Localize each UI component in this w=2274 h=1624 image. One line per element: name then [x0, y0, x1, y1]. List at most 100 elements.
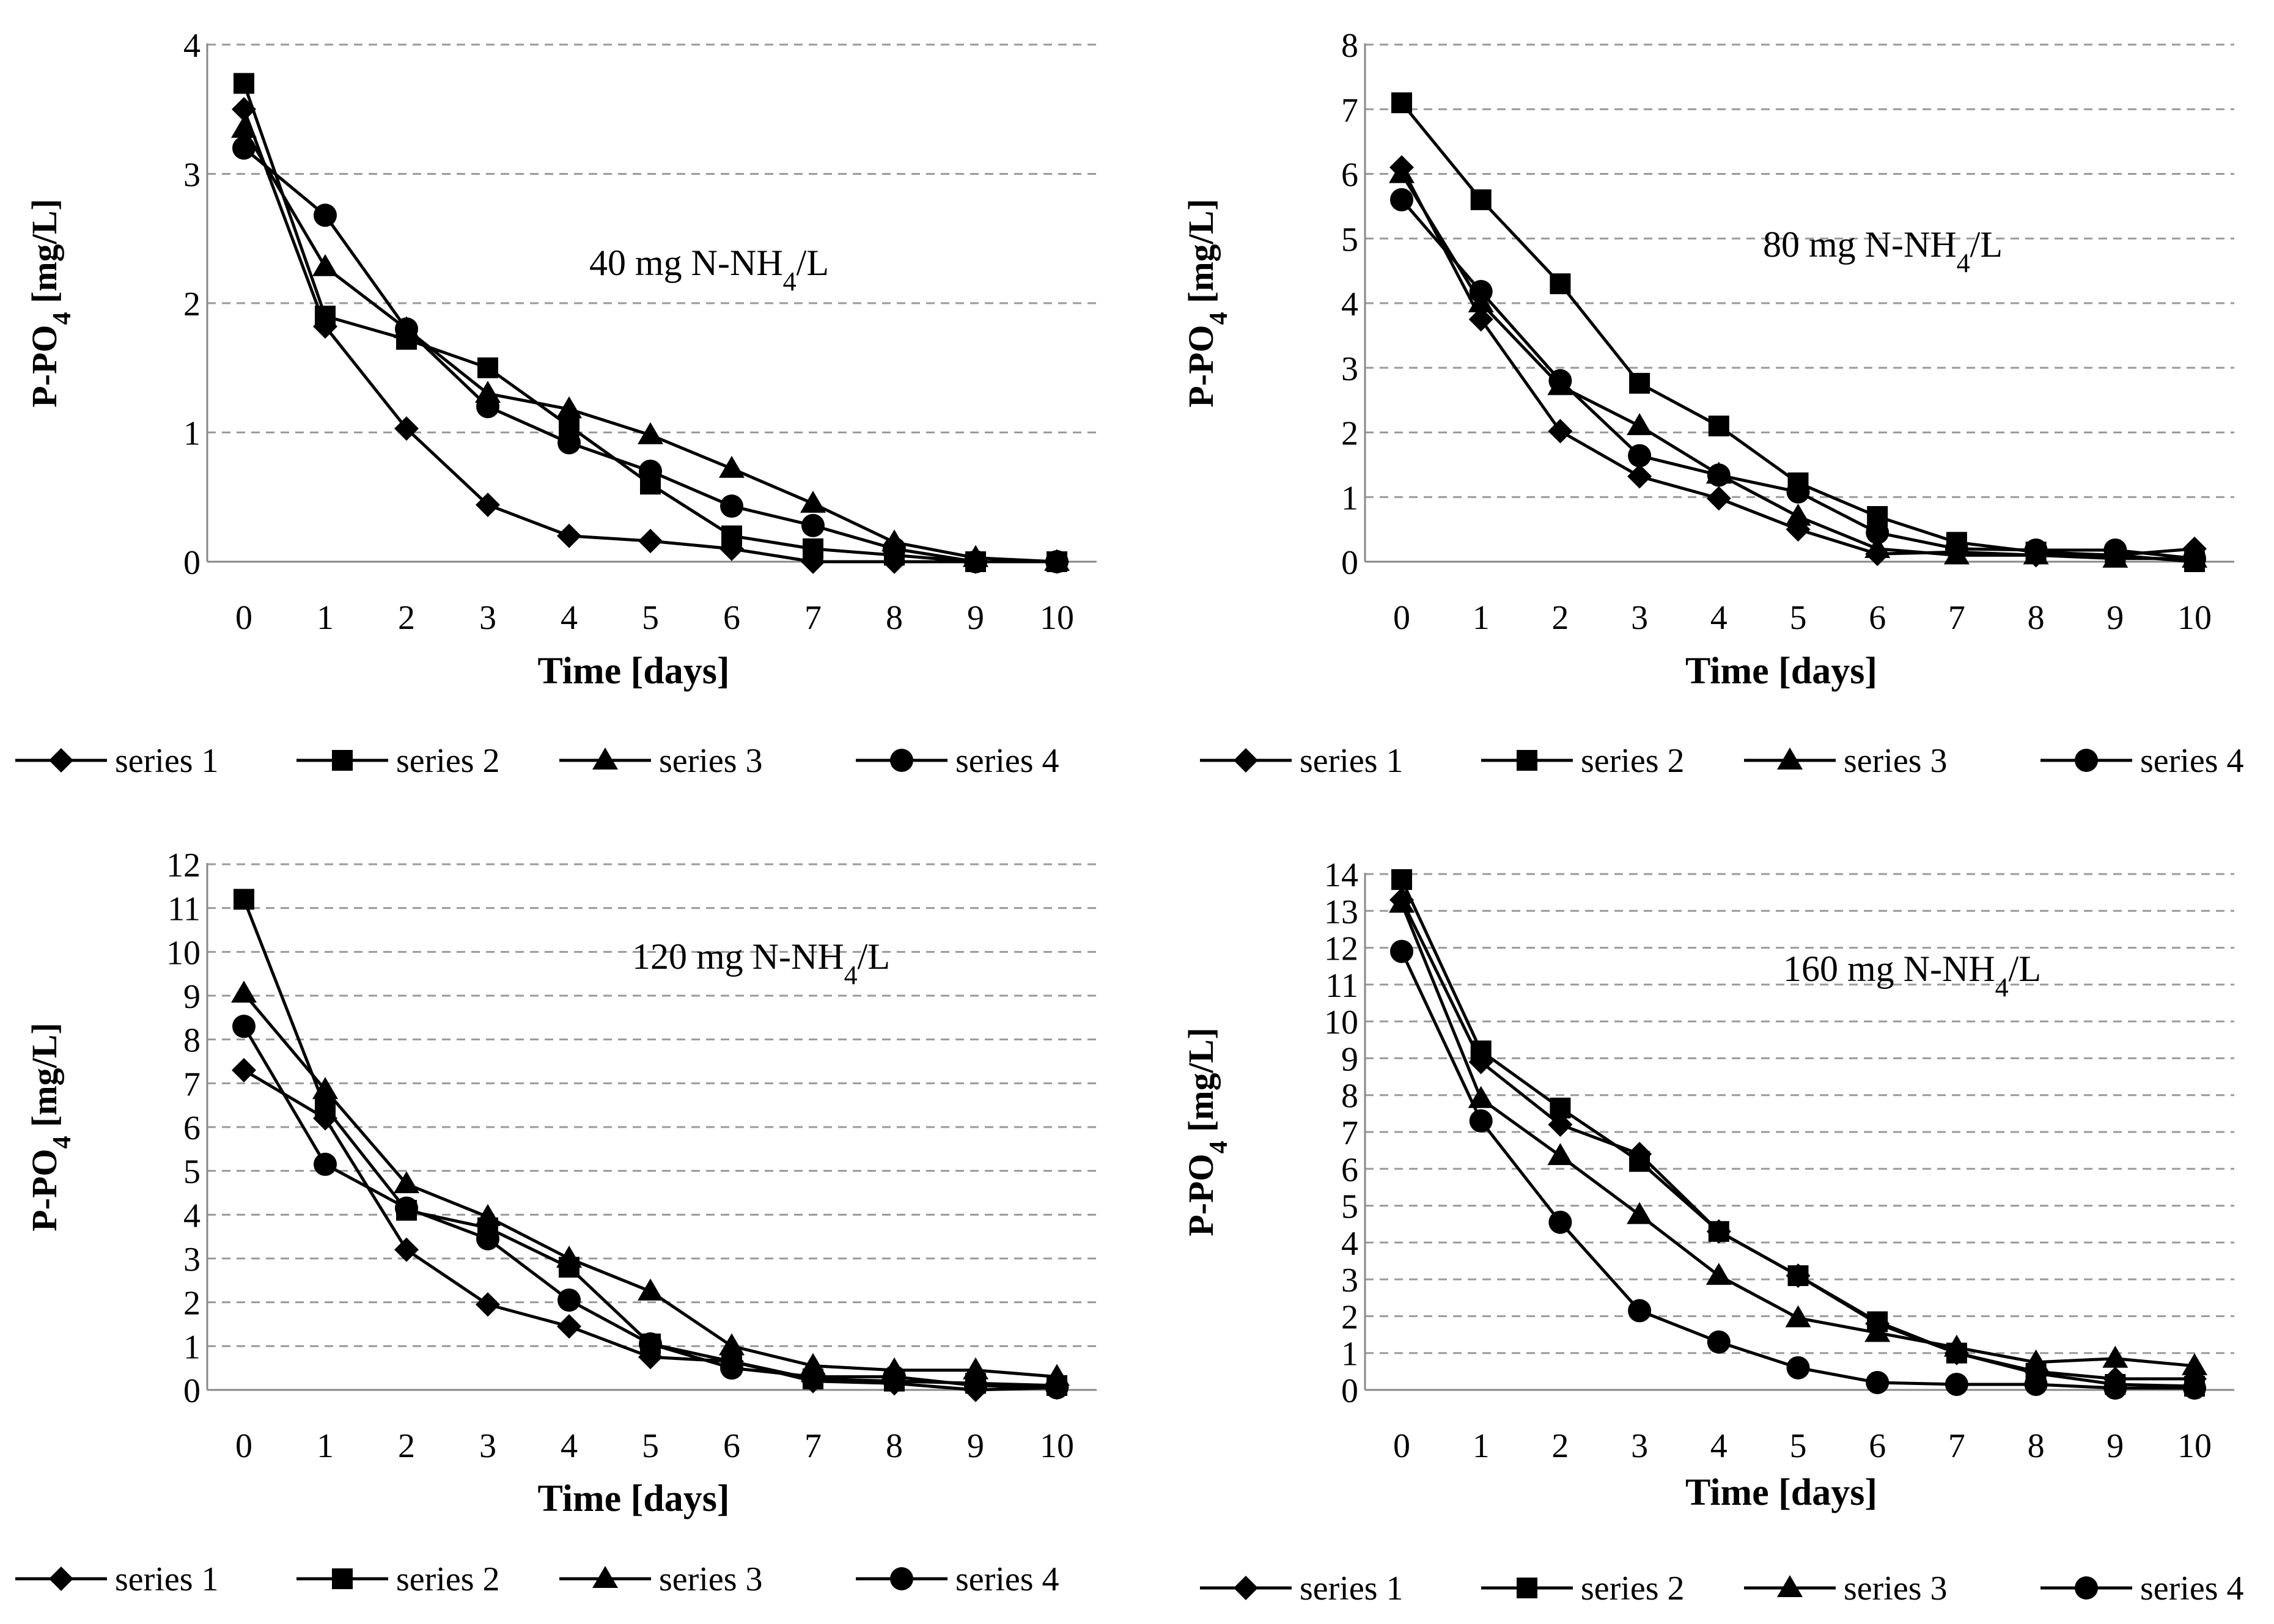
- y-tick-label: 14: [1324, 856, 1358, 894]
- y-tick-label: 10: [1324, 1004, 1358, 1042]
- legend: series 1 series 2 series 3 series 4: [15, 742, 1059, 780]
- series-1-point: [394, 1237, 419, 1262]
- y-tick-label: 6: [183, 1109, 201, 1147]
- x-tick-label: 3: [1631, 1427, 1648, 1465]
- series-3-point: [556, 396, 582, 419]
- x-tick-label: 8: [2028, 599, 2045, 637]
- chart-panel-2: 0 1 2 3 4 5 6 7 8 0 1 2 3 4 5 6 7 8 9 10 Time [days] P-PO4 [m…: [1181, 27, 2244, 780]
- series-4-point: [964, 1373, 987, 1397]
- y-tick-label: 1: [183, 1328, 201, 1366]
- series-2-group: [234, 73, 1067, 572]
- legend-series-3-marker: [592, 748, 618, 770]
- series-1-point: [638, 529, 663, 554]
- series-3-group: [231, 116, 1070, 571]
- series-4-point: [1548, 1210, 1572, 1234]
- x-tick-label: 5: [1790, 599, 1807, 637]
- y-tick-label: 6: [1341, 1151, 1358, 1189]
- legend-series-1-label: series 1: [115, 742, 219, 780]
- series-4-point: [232, 136, 256, 160]
- legend-series-3-label: series 3: [659, 1560, 763, 1598]
- legend-series-1-marker: [1234, 748, 1258, 773]
- legend: series 1 series 2 series 3 series 4: [1200, 742, 2244, 780]
- x-tick-label: 5: [642, 1427, 659, 1465]
- series-4-group: [232, 1015, 1069, 1400]
- concentration-annotation: 80 mg N-NH4/L: [1763, 224, 2003, 278]
- x-tick-label: 2: [398, 1427, 415, 1465]
- y-tick-label: 5: [1341, 1188, 1358, 1226]
- legend-series-1-marker: [1234, 1576, 1258, 1600]
- series-4-point: [1866, 1370, 1889, 1394]
- y-tick-label: 8: [1341, 1078, 1358, 1115]
- series-4-point: [1390, 939, 1413, 963]
- series-4-point: [720, 1356, 743, 1380]
- y-axis-label: P-PO4 [mg/L]: [1181, 1027, 1233, 1236]
- legend-series-3-label: series 3: [1844, 1570, 1948, 1607]
- series-3-point: [231, 116, 257, 138]
- series-4-point: [1786, 1356, 1810, 1380]
- x-tick-label: 7: [804, 599, 822, 637]
- x-tick-label: 3: [479, 599, 496, 637]
- y-tick-label: 4: [183, 27, 201, 65]
- x-tick-label: 0: [1393, 1427, 1410, 1465]
- concentration-annotation: 40 mg N-NH4/L: [589, 243, 829, 296]
- x-tick-label: 7: [804, 1427, 822, 1465]
- x-tick-label: 3: [479, 1427, 496, 1465]
- series-4-point: [1469, 279, 1493, 303]
- x-axis-label: Time [days]: [1685, 650, 1877, 692]
- series-4-point: [801, 1365, 825, 1389]
- series-4-point: [1866, 521, 1889, 545]
- x-tick-label: 9: [967, 1427, 984, 1465]
- series-3-point: [1627, 413, 1653, 435]
- legend: series 1 series 2 series 3 series 4: [15, 1560, 1059, 1598]
- x-tick-label: 4: [1710, 599, 1728, 637]
- series-2-point: [1550, 1097, 1571, 1119]
- series-3-point: [475, 1203, 501, 1226]
- y-tick-label: 0: [183, 1372, 201, 1410]
- y-tick-label: 4: [1341, 1225, 1358, 1263]
- series-1-point: [476, 1292, 500, 1317]
- series-4-point: [883, 1365, 906, 1389]
- x-tick-label: 6: [723, 1427, 740, 1465]
- y-axis-label: P-PO4 [mg/L]: [24, 1023, 76, 1232]
- legend-series-4-marker: [2075, 749, 2098, 772]
- series-3-point: [719, 1333, 745, 1356]
- series-2-point: [1787, 1265, 1809, 1287]
- series-4-point: [1045, 550, 1069, 573]
- y-tick-label: 9: [183, 978, 201, 1016]
- y-tick-label: 4: [183, 1197, 201, 1235]
- series-4-point: [476, 395, 499, 419]
- x-tick-label: 1: [1473, 1427, 1490, 1465]
- x-tick-label: 10: [1040, 1427, 1074, 1465]
- series-2-point: [234, 889, 254, 910]
- x-tick-label: 6: [1869, 599, 1886, 637]
- y-axis-label: P-PO4 [mg/L]: [24, 199, 76, 408]
- series-4-group: [1390, 939, 2206, 1400]
- y-tick-label: 6: [1341, 156, 1358, 194]
- chart-panel-1: 0 1 2 3 4 0 1 2 3 4 5 6 7 8 9 10 Time [days] P-PO4 [mg/L]…: [15, 27, 1097, 780]
- series-3-point: [2023, 1349, 2049, 1372]
- series-4-point: [2103, 1376, 2127, 1400]
- series-2-point: [803, 538, 823, 559]
- x-tick-label: 2: [398, 599, 415, 637]
- series-3-point: [312, 254, 338, 276]
- x-tick-label: 1: [317, 1427, 334, 1465]
- legend-series-4-label: series 4: [2140, 742, 2244, 780]
- legend-series-2-marker: [1517, 1578, 1537, 1598]
- series-4-point: [639, 1332, 662, 1356]
- x-tick-label: 8: [886, 599, 903, 637]
- series-2-point: [721, 525, 742, 546]
- series-4-point: [1469, 1109, 1493, 1133]
- legend-series-2-marker: [332, 1568, 353, 1589]
- legend-series-1-marker: [49, 1567, 73, 1591]
- series-4-point: [1548, 369, 1572, 392]
- series-4-point: [1707, 463, 1731, 487]
- y-tick-label: 7: [1341, 1114, 1358, 1152]
- series-4-point: [232, 1015, 256, 1038]
- series-3-group: [231, 980, 1070, 1386]
- legend-series-4-marker: [890, 1567, 913, 1590]
- x-tick-label: 1: [1473, 599, 1490, 637]
- series-3-point: [800, 490, 826, 513]
- y-tick-label: 3: [183, 1241, 201, 1279]
- series-4-point: [476, 1227, 499, 1251]
- series-1-point: [1706, 486, 1731, 511]
